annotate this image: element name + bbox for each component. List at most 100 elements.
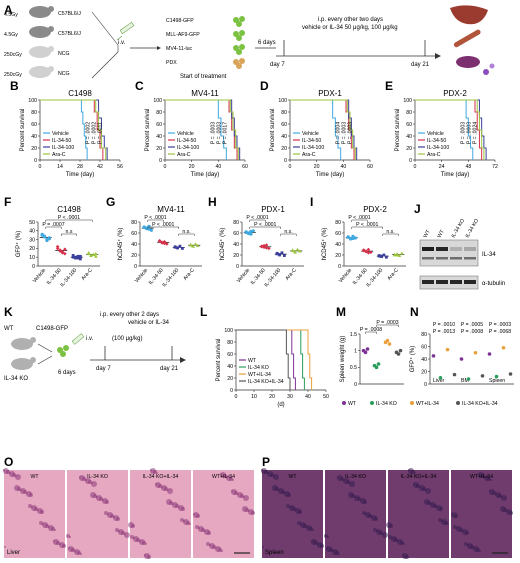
- band-tubulin: [422, 280, 434, 284]
- data-point: [501, 345, 506, 350]
- tissue-texture: [181, 507, 185, 511]
- panel-label: E: [385, 79, 393, 93]
- panel-p-tiles: WT IL-34 KO IL-34 KO+IL-34 WT+IL-34 Spleen: [261, 468, 513, 559]
- tissue-texture: [147, 555, 151, 559]
- significance-bracket: [249, 226, 281, 229]
- legend-label: Ara-C: [52, 152, 66, 158]
- mouse-head: [48, 46, 54, 52]
- data-point: [147, 227, 151, 231]
- axis-line: [241, 222, 304, 267]
- data-point: [165, 242, 169, 246]
- significance-bracket: [249, 219, 266, 222]
- panel-b: B C1498 0 20 40 60 80 100 0 14 28 42 56 Time (day) Per…: [10, 79, 123, 178]
- data-point: [76, 256, 80, 260]
- tissue-texture: [298, 510, 302, 514]
- x-axis-label: Time (day): [191, 172, 219, 178]
- strain-label: NCG: [58, 51, 70, 57]
- significance-bracket: [178, 233, 195, 236]
- group-label: Liver: [433, 378, 445, 384]
- mice-group: 4.5Gy C57BL6/J 4.5Gy C57BL6/J 250cGy NCG 250cG…: [4, 6, 81, 78]
- tile-label: WT: [288, 474, 297, 480]
- tissue-texture: [116, 517, 120, 521]
- mouse-icon: [29, 26, 51, 38]
- legend-label: Vehicle: [302, 131, 319, 137]
- tissue-texture: [91, 481, 97, 487]
- data-point: [71, 254, 75, 257]
- panel-label: H: [208, 195, 217, 209]
- y-tick-label: 100: [224, 328, 233, 334]
- y-tick-label: 20: [281, 146, 287, 152]
- tissue-texture: [447, 523, 449, 525]
- p-value: P < .0001: [58, 215, 80, 221]
- y-axis-label: Percent survival: [145, 109, 151, 152]
- panel-e: E PDX-2 0 20 40 60 80 100 0 24 48 72 Time (day) Perce…: [385, 79, 498, 178]
- y-tick-label: 40: [421, 357, 427, 363]
- tile-label: WT: [30, 474, 39, 480]
- data-point: [384, 255, 388, 259]
- survival-line: [165, 99, 239, 160]
- tissue-texture: [414, 472, 416, 474]
- cell-line-label: PDX: [166, 60, 177, 66]
- data-point: [193, 242, 198, 246]
- band-il34: [422, 247, 434, 251]
- p-value: P < .0001: [348, 215, 370, 221]
- y-tick-label: 80: [227, 340, 233, 346]
- x-tick-label: 60: [367, 164, 373, 170]
- y-axis-label: hCD45⁺ (%): [321, 228, 328, 261]
- data-point: [473, 350, 478, 355]
- x-tick-label: 72: [492, 164, 498, 170]
- p-value: P < .0001: [356, 222, 378, 228]
- legend-label: IL-34-50: [302, 138, 321, 144]
- y-tick-label: 20: [29, 246, 35, 252]
- legend-label: IL-34 KO+IL-34: [462, 401, 498, 407]
- data-point: [508, 372, 513, 376]
- tissue-texture: [232, 479, 234, 481]
- p-value: P = .0004: [336, 122, 342, 144]
- bracket-line: [91, 51, 119, 79]
- p-value: P = .0003: [217, 122, 223, 144]
- data-point: [380, 254, 383, 258]
- y-tick-label: 100: [403, 98, 412, 104]
- strain-label: NCG: [58, 71, 70, 77]
- band-tubulin: [450, 280, 462, 284]
- data-point: [351, 236, 355, 241]
- data-point: [298, 249, 302, 253]
- mouse-head: [48, 26, 54, 32]
- data-point: [162, 241, 167, 246]
- chart-title: PDX-1: [261, 205, 285, 214]
- data-point: [78, 254, 82, 258]
- y-tick-label: 0: [409, 158, 412, 164]
- legend-label: IL-34-100: [52, 145, 74, 151]
- chart-title: PDX-2: [443, 89, 467, 98]
- significance-bracket: [280, 233, 297, 236]
- data-point: [392, 252, 397, 256]
- y-tick-label: 80: [31, 110, 37, 116]
- data-point: [191, 244, 195, 248]
- legend-label: Ara-C: [177, 152, 191, 158]
- chart-title: C1498: [68, 89, 92, 98]
- tissue-texture: [54, 529, 56, 531]
- data-point: [346, 235, 350, 239]
- significance-bracket: [45, 226, 62, 229]
- histology-tile: [451, 470, 512, 558]
- panel-o-label: O: [4, 455, 13, 469]
- data-point: [55, 246, 60, 251]
- mouse-head: [48, 6, 54, 12]
- k-ko-label: IL-34 KO: [4, 376, 28, 382]
- p-value: P = .0010: [433, 322, 455, 328]
- legend-label: IL-34-100: [177, 145, 199, 151]
- data-point: [86, 251, 91, 255]
- x-tick-label: 20: [269, 394, 275, 400]
- data-point: [290, 248, 295, 252]
- legend-label: Ara-C: [427, 152, 441, 158]
- y-tick-label: 60: [156, 122, 162, 128]
- treatment-dose-label: vehicle or IL-34 50 μg/kg, 100 μg/kg: [302, 25, 398, 31]
- data-point: [459, 357, 464, 361]
- tile-label: IL-34 KO+IL-34: [401, 474, 437, 480]
- y-axis-label: Percent survival: [270, 109, 276, 152]
- x-tick-label: 0: [414, 164, 417, 170]
